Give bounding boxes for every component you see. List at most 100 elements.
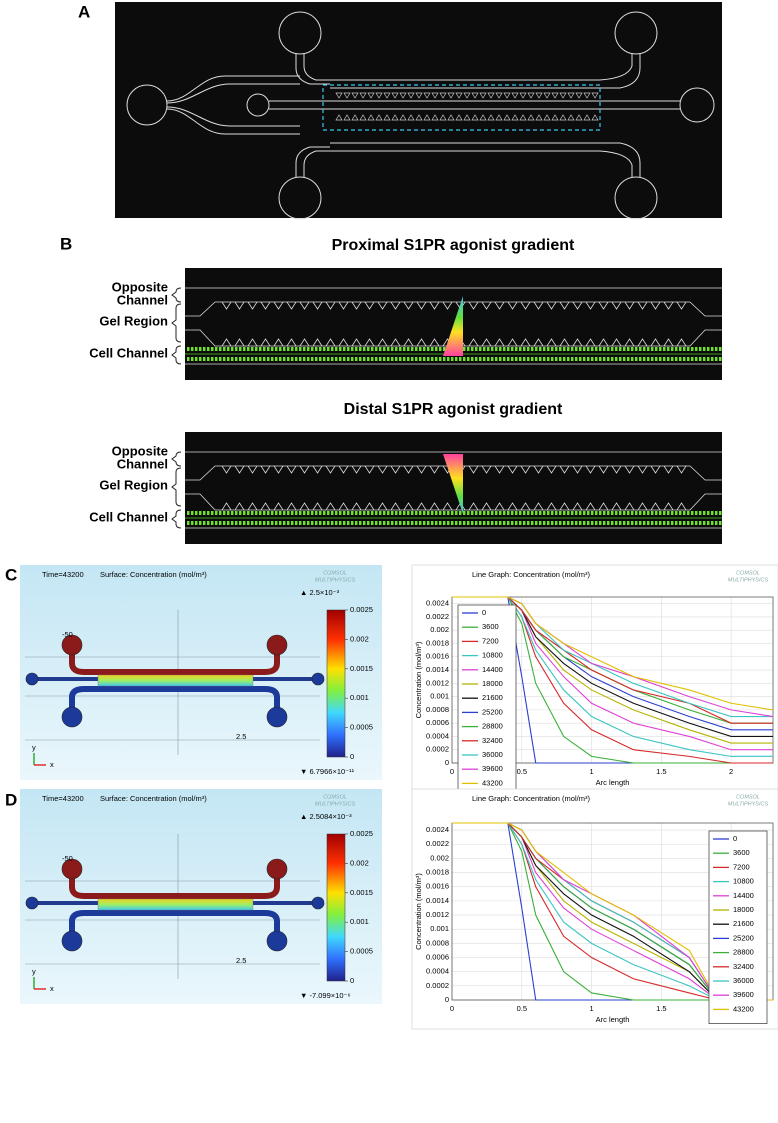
port	[61, 706, 83, 728]
legend-label: 21600	[482, 693, 503, 702]
chart-title: Line Graph: Concentration (mol/m³)	[472, 794, 590, 803]
panel-label: D	[5, 790, 17, 809]
channel-outline	[185, 287, 722, 365]
brace	[171, 287, 182, 303]
legend-label: 10800	[733, 877, 754, 886]
colorbar-tick-label: 0.0025	[350, 605, 373, 614]
line-graphs: Line Graph: Concentration (mol/m³) COMSOL…	[411, 564, 778, 1030]
y-tick-label: 0.0006	[426, 718, 449, 727]
x-tick-label: 0	[450, 1004, 454, 1013]
legend-label: 3600	[482, 622, 499, 631]
region-label: Gel Region	[99, 313, 168, 328]
y-tick-label: 0.0004	[426, 967, 449, 976]
logo: MULTIPHYSICS	[315, 577, 356, 583]
colorbar-tick-label: 0.0015	[350, 888, 373, 897]
axis-label: x	[50, 984, 54, 993]
legend-label: 0	[733, 834, 737, 843]
brace	[171, 451, 182, 467]
x-tick-label: 1	[589, 767, 593, 776]
port	[61, 858, 83, 880]
port	[25, 672, 39, 686]
channel-outline	[185, 451, 722, 529]
colorbar-tick-label: 0.001	[350, 917, 369, 926]
logo: MULTIPHYSICS	[728, 801, 769, 807]
x-tick-label: 1	[589, 1004, 593, 1013]
legend-label: 39600	[482, 764, 503, 773]
colorbar-tick-label: 0.0025	[350, 829, 373, 838]
port	[266, 858, 288, 880]
y-tick-label: 0	[445, 758, 449, 767]
device-image	[185, 432, 722, 544]
colorbar-tick-label: 0	[350, 752, 354, 761]
y-tick-label: 0.0024	[426, 599, 449, 608]
time-label: Time=43200	[42, 570, 84, 579]
bottom-channel	[69, 686, 280, 717]
min-label: ▼ -7.099×10⁻⁶	[300, 991, 351, 1000]
legend-label: 14400	[482, 665, 503, 674]
gradient-title: Proximal S1PR agonist gradient	[332, 237, 575, 254]
x-tick-label: 1.5	[656, 767, 666, 776]
legend-label: 36000	[733, 976, 754, 985]
logo: MULTIPHYSICS	[728, 577, 769, 583]
x-axis-label: Arc length	[596, 1015, 630, 1024]
logo: COMSOL	[323, 570, 347, 576]
y-tick-label: 0.0006	[426, 953, 449, 962]
panel-label: A	[78, 2, 90, 21]
port	[25, 896, 39, 910]
brace	[171, 303, 182, 343]
region-label: Channel	[117, 292, 168, 307]
device-image	[185, 268, 722, 380]
coord-label: 2.5	[236, 732, 246, 741]
series-line	[452, 822, 773, 1001]
x-tick-label: 2	[729, 767, 733, 776]
region-label: Opposite	[112, 279, 168, 294]
port	[61, 634, 83, 656]
top-channel	[69, 645, 280, 675]
legend-label: 7200	[733, 862, 750, 871]
cells	[187, 511, 722, 525]
legend-label: 28800	[482, 722, 503, 731]
legend-label: 3600	[733, 848, 750, 857]
colorbar-tick-label: 0	[350, 976, 354, 985]
y-tick-label: 0.0024	[426, 825, 449, 834]
y-tick-label: 0.0014	[426, 896, 449, 905]
axis-label: y	[32, 967, 36, 976]
legend-label: 25200	[482, 707, 503, 716]
panel-label: C	[5, 565, 17, 584]
max-label: ▲ 2.5×10⁻³	[300, 588, 340, 597]
legend-label: 21600	[733, 919, 754, 928]
gradient-wedge	[443, 296, 463, 356]
coord-label: -50	[62, 630, 73, 639]
logo: COMSOL	[736, 794, 760, 800]
surface-label: Surface: Concentration (mol/m³)	[100, 794, 207, 803]
port	[61, 930, 83, 952]
y-tick-label: 0.0016	[426, 882, 449, 891]
surface-label: Surface: Concentration (mol/m³)	[100, 570, 207, 579]
legend-label: 39600	[733, 990, 754, 999]
x-tick-label: 1.5	[656, 1004, 666, 1013]
y-tick-label: 0.0004	[426, 731, 449, 740]
series-line	[452, 822, 773, 1001]
legend-label: 18000	[482, 679, 503, 688]
legend-label: 32400	[733, 962, 754, 971]
logo: COMSOL	[736, 570, 760, 576]
y-tick-label: 0.002	[430, 625, 449, 634]
y-tick-label: 0.0018	[426, 638, 449, 647]
legend-label: 14400	[733, 891, 754, 900]
legend-label: 32400	[482, 736, 503, 745]
y-axis-label: Concentration (mol/m³)	[414, 641, 423, 718]
colorbar-tick-label: 0.001	[350, 693, 369, 702]
y-tick-label: 0.0016	[426, 652, 449, 661]
region-label: Opposite	[112, 443, 168, 458]
port	[266, 930, 288, 952]
brace	[171, 467, 182, 507]
legend-box	[708, 830, 768, 1024]
brace	[171, 509, 182, 529]
y-tick-label: 0	[445, 995, 449, 1004]
x-tick-label: 0.5	[517, 767, 527, 776]
colorbar	[326, 609, 346, 758]
y-tick-label: 0.0012	[426, 910, 449, 919]
gradient-wedge	[443, 454, 463, 514]
min-label: ▼ 6.7966×10⁻¹¹	[300, 767, 355, 776]
y-axis-label: Concentration (mol/m³)	[414, 873, 423, 950]
